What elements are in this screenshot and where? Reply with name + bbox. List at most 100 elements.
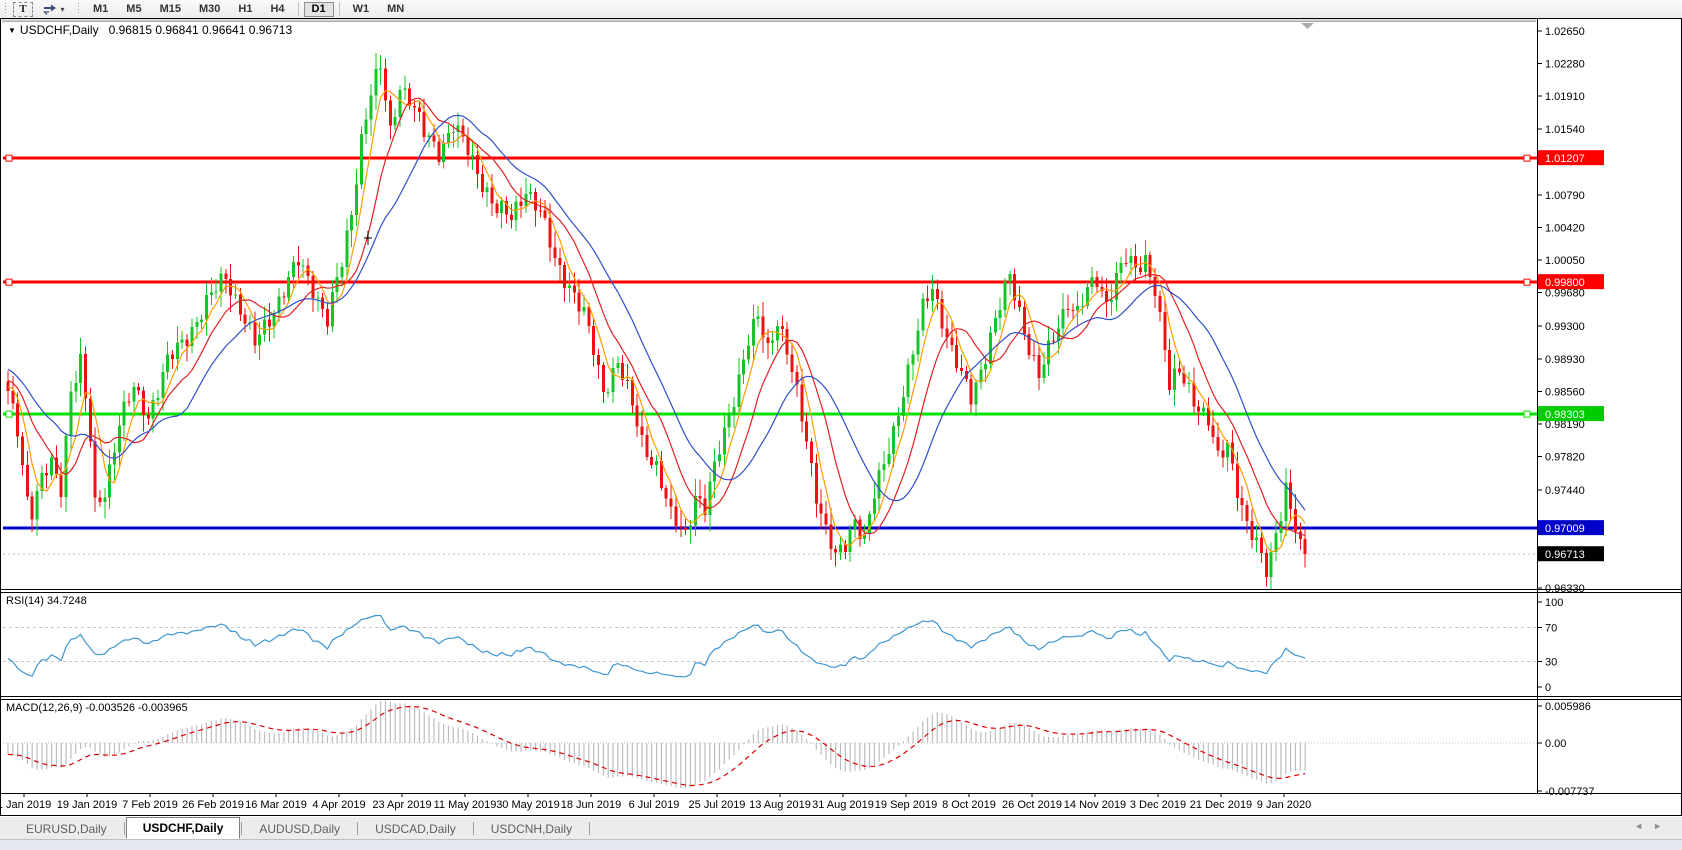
svg-text:26 Oct 2019: 26 Oct 2019	[1002, 799, 1062, 811]
level-line-0.99800[interactable]: 0.99800	[3, 274, 1604, 290]
date-axis: 1 Jan 2019 19 Jan 2019 7 Feb 2019 26 Feb 20…	[0, 793, 1311, 811]
svg-text:18 Jun 2019: 18 Jun 2019	[561, 799, 622, 811]
timeframe-button-h1[interactable]: H1	[238, 3, 253, 15]
tab-usdcad[interactable]: USDCAD,Daily	[375, 822, 456, 836]
tab-usdcnh[interactable]: USDCNH,Daily	[490, 822, 573, 836]
timeframe-button-w1[interactable]: W1	[352, 3, 370, 15]
level-line-0.98303[interactable]: 0.98303	[3, 406, 1604, 422]
tab-separator	[241, 822, 243, 835]
svg-text:0.97440: 0.97440	[1545, 485, 1585, 497]
svg-text:0.99300: 0.99300	[1545, 321, 1585, 333]
svg-text:0.98190: 0.98190	[1545, 419, 1585, 431]
price-axis: 1.02650 1.02280 1.01910 1.01540 1.00790 1.004…	[1537, 26, 1585, 595]
svg-text:7 Feb 2019: 7 Feb 2019	[122, 799, 178, 811]
timeframe-button-mn[interactable]: MN	[387, 3, 405, 15]
svg-text:0.96330: 0.96330	[1545, 583, 1585, 595]
svg-text:30: 30	[1545, 657, 1557, 669]
svg-text:11 May 2019: 11 May 2019	[434, 799, 497, 811]
svg-text:100: 100	[1545, 597, 1563, 609]
timeframe-button-m5[interactable]: M5	[126, 3, 142, 15]
dropdown-caret-icon[interactable]: ▾	[60, 4, 65, 14]
chart-canvas[interactable]: 1.02650 1.02280 1.01910 1.01540 1.00790 1.004…	[0, 18, 1682, 816]
svg-text:0.98303: 0.98303	[1545, 409, 1585, 421]
svg-text:1.02280: 1.02280	[1545, 59, 1585, 71]
svg-text:0.005986: 0.005986	[1545, 701, 1591, 713]
svg-text:4 Apr 2019: 4 Apr 2019	[312, 799, 365, 811]
top-toolbar: T ▾ M1 M5 M15 M30 H1 H4 D1 W1 MN	[0, 0, 1682, 18]
toolbar-grip[interactable]	[76, 3, 81, 15]
svg-text:0.00: 0.00	[1545, 738, 1566, 750]
svg-text:8 Oct 2019: 8 Oct 2019	[942, 799, 996, 811]
svg-text:1.01540: 1.01540	[1545, 124, 1585, 136]
moving-average-20	[7, 114, 1306, 511]
svg-text:0: 0	[1545, 682, 1551, 694]
timeframe-button-m30[interactable]: M30	[198, 3, 221, 15]
moving-average-11	[7, 97, 1306, 536]
level-line-0.97009[interactable]: 0.97009	[3, 520, 1604, 536]
tab-audusd[interactable]: AUDUSD,Daily	[259, 822, 341, 836]
svg-text:30 May 2019: 30 May 2019	[496, 799, 560, 811]
macd-subwindow: 0.005986 0.00 -0.007737 MACD(12,26,9) -0.00…	[3, 700, 1595, 798]
svg-text:1.01910: 1.01910	[1545, 91, 1585, 103]
svg-text:0.97009: 0.97009	[1545, 523, 1585, 535]
rsi-subwindow: 100 70 30 0 RSI(14) 34.7248	[3, 595, 1563, 694]
moving-average-5	[7, 89, 1306, 553]
candles-layer	[6, 53, 1307, 590]
tab-scroll-left-icon[interactable]: ◄	[1634, 821, 1654, 831]
toolbar-separator	[338, 2, 340, 16]
svg-text:14 Nov 2019: 14 Nov 2019	[1064, 799, 1126, 811]
svg-text:26 Feb 2019: 26 Feb 2019	[182, 799, 244, 811]
timeframe-button-h4[interactable]: H4	[270, 3, 285, 15]
svg-text:1.00420: 1.00420	[1545, 223, 1585, 235]
tab-separator	[123, 822, 125, 835]
tab-scroll-right-icon[interactable]: ►	[1653, 821, 1672, 831]
svg-text:0.98930: 0.98930	[1545, 354, 1585, 366]
cycle-arrows-icon	[43, 4, 57, 15]
chart-title: ▼ USDCHF,Daily 0.96815 0.96841 0.96641 0.9…	[8, 23, 292, 37]
svg-text:1.02650: 1.02650	[1545, 26, 1585, 38]
rsi-label: RSI(14) 34.7248	[6, 595, 87, 607]
svg-text:0.97820: 0.97820	[1545, 452, 1585, 464]
svg-text:0.99680: 0.99680	[1545, 288, 1585, 300]
svg-text:1.00790: 1.00790	[1545, 190, 1585, 202]
chart-window[interactable]: ▼ USDCHF,Daily 0.96815 0.96841 0.96641 0.9…	[0, 18, 1682, 816]
toolbar-grip[interactable]	[3, 3, 8, 15]
tab-usdchf[interactable]: USDCHF,Daily	[125, 817, 241, 839]
svg-text:9 Jan 2020: 9 Jan 2020	[1257, 799, 1311, 811]
svg-text:-0.007737: -0.007737	[1545, 786, 1595, 798]
svg-text:19 Jan 2019: 19 Jan 2019	[57, 799, 118, 811]
tab-separator	[357, 822, 359, 835]
tab-eurusd[interactable]: EURUSD,Daily	[26, 822, 107, 836]
timeframe-button-d1[interactable]: D1	[303, 1, 334, 17]
svg-text:70: 70	[1545, 623, 1557, 635]
chart-symbol-label: USDCHF,Daily	[19, 23, 99, 37]
toolbar-separator	[297, 2, 299, 16]
chart-horizontal-scrollbar[interactable]	[2, 18, 1536, 22]
text-tool-button[interactable]: T	[13, 1, 33, 17]
chart-dropdown-icon[interactable]: ▼	[8, 26, 16, 35]
svg-text:0.98560: 0.98560	[1545, 386, 1585, 398]
timeframe-button-m15[interactable]: M15	[159, 3, 181, 15]
tab-separator	[589, 822, 591, 835]
cycle-symbols-button[interactable]: ▾	[37, 2, 71, 17]
status-bar	[0, 839, 1682, 850]
tab-scroll-arrows: ◄►	[1634, 821, 1672, 831]
svg-text:1.01207: 1.01207	[1545, 153, 1585, 165]
svg-text:31 Aug 2019: 31 Aug 2019	[812, 799, 874, 811]
svg-text:0.99800: 0.99800	[1545, 277, 1585, 289]
svg-text:25 Jul 2019: 25 Jul 2019	[689, 799, 746, 811]
svg-text:1 Jan 2019: 1 Jan 2019	[0, 799, 51, 811]
svg-text:19 Sep 2019: 19 Sep 2019	[875, 799, 937, 811]
svg-text:16 Mar 2019: 16 Mar 2019	[245, 799, 307, 811]
svg-text:13 Aug 2019: 13 Aug 2019	[749, 799, 811, 811]
level-line-1.01207[interactable]: 1.01207	[3, 150, 1604, 166]
svg-text:1.00050: 1.00050	[1545, 255, 1585, 267]
symbol-tab-bar: EURUSD,Daily USDCHF,Daily AUDUSD,Daily USDC…	[0, 817, 1682, 839]
macd-label: MACD(12,26,9) -0.003526 -0.003965	[6, 702, 188, 714]
chart-ohlc-values: 0.96815 0.96841 0.96641 0.96713	[108, 23, 293, 37]
svg-text:21 Dec 2019: 21 Dec 2019	[1190, 799, 1252, 811]
chart-shift-marker	[1301, 23, 1314, 29]
svg-text:6 Jul 2019: 6 Jul 2019	[629, 799, 680, 811]
timeframe-button-m1[interactable]: M1	[93, 3, 109, 15]
timeframe-button-group: M1 M5 M15 M30 H1 H4 D1 W1 MN	[84, 1, 413, 17]
